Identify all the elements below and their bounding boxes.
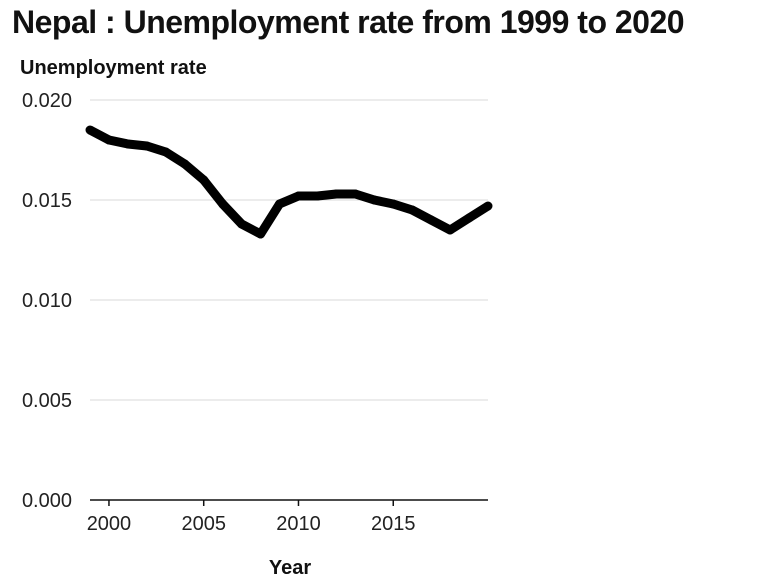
y-tick-label: 0.000 <box>22 490 72 512</box>
y-tick-label: 0.005 <box>22 390 72 412</box>
y-tick-label: 0.010 <box>22 290 72 312</box>
y-tick-label: 0.020 <box>22 90 72 112</box>
data-point <box>331 189 341 199</box>
x-tick-label: 2015 <box>371 513 416 535</box>
data-point <box>369 195 379 205</box>
data-point <box>256 229 266 239</box>
series-line <box>87 126 491 239</box>
data-point <box>483 201 493 211</box>
data-point <box>350 189 360 199</box>
data-point <box>85 125 95 135</box>
data-point <box>407 205 417 215</box>
data-point <box>445 225 455 235</box>
data-point <box>142 141 152 151</box>
data-point <box>237 219 247 229</box>
x-axis-title: Year <box>269 557 311 579</box>
series-lines <box>85 125 493 239</box>
x-tick-label: 2000 <box>87 513 132 535</box>
data-point <box>426 215 436 225</box>
x-tick-label: 2005 <box>181 513 226 535</box>
data-point <box>464 213 474 223</box>
data-point <box>180 159 190 169</box>
data-point <box>199 175 209 185</box>
data-point <box>293 191 303 201</box>
data-point <box>312 191 322 201</box>
data-point <box>218 199 228 209</box>
x-tick-labels: 2000 2005 2010 2015 <box>87 513 416 535</box>
data-point <box>388 199 398 209</box>
data-point <box>275 199 285 209</box>
data-point <box>104 135 114 145</box>
x-tick-label: 2010 <box>276 513 321 535</box>
y-axis-title: Unemployment rate <box>20 57 207 79</box>
chart-title: Nepal : Unemployment rate from 1999 to 2… <box>12 4 685 40</box>
y-tick-labels: 0.000 0.005 0.010 0.015 0.020 <box>22 90 72 512</box>
axes <box>90 499 488 506</box>
data-point <box>123 139 133 149</box>
y-tick-label: 0.015 <box>22 190 72 212</box>
data-point <box>161 147 171 157</box>
